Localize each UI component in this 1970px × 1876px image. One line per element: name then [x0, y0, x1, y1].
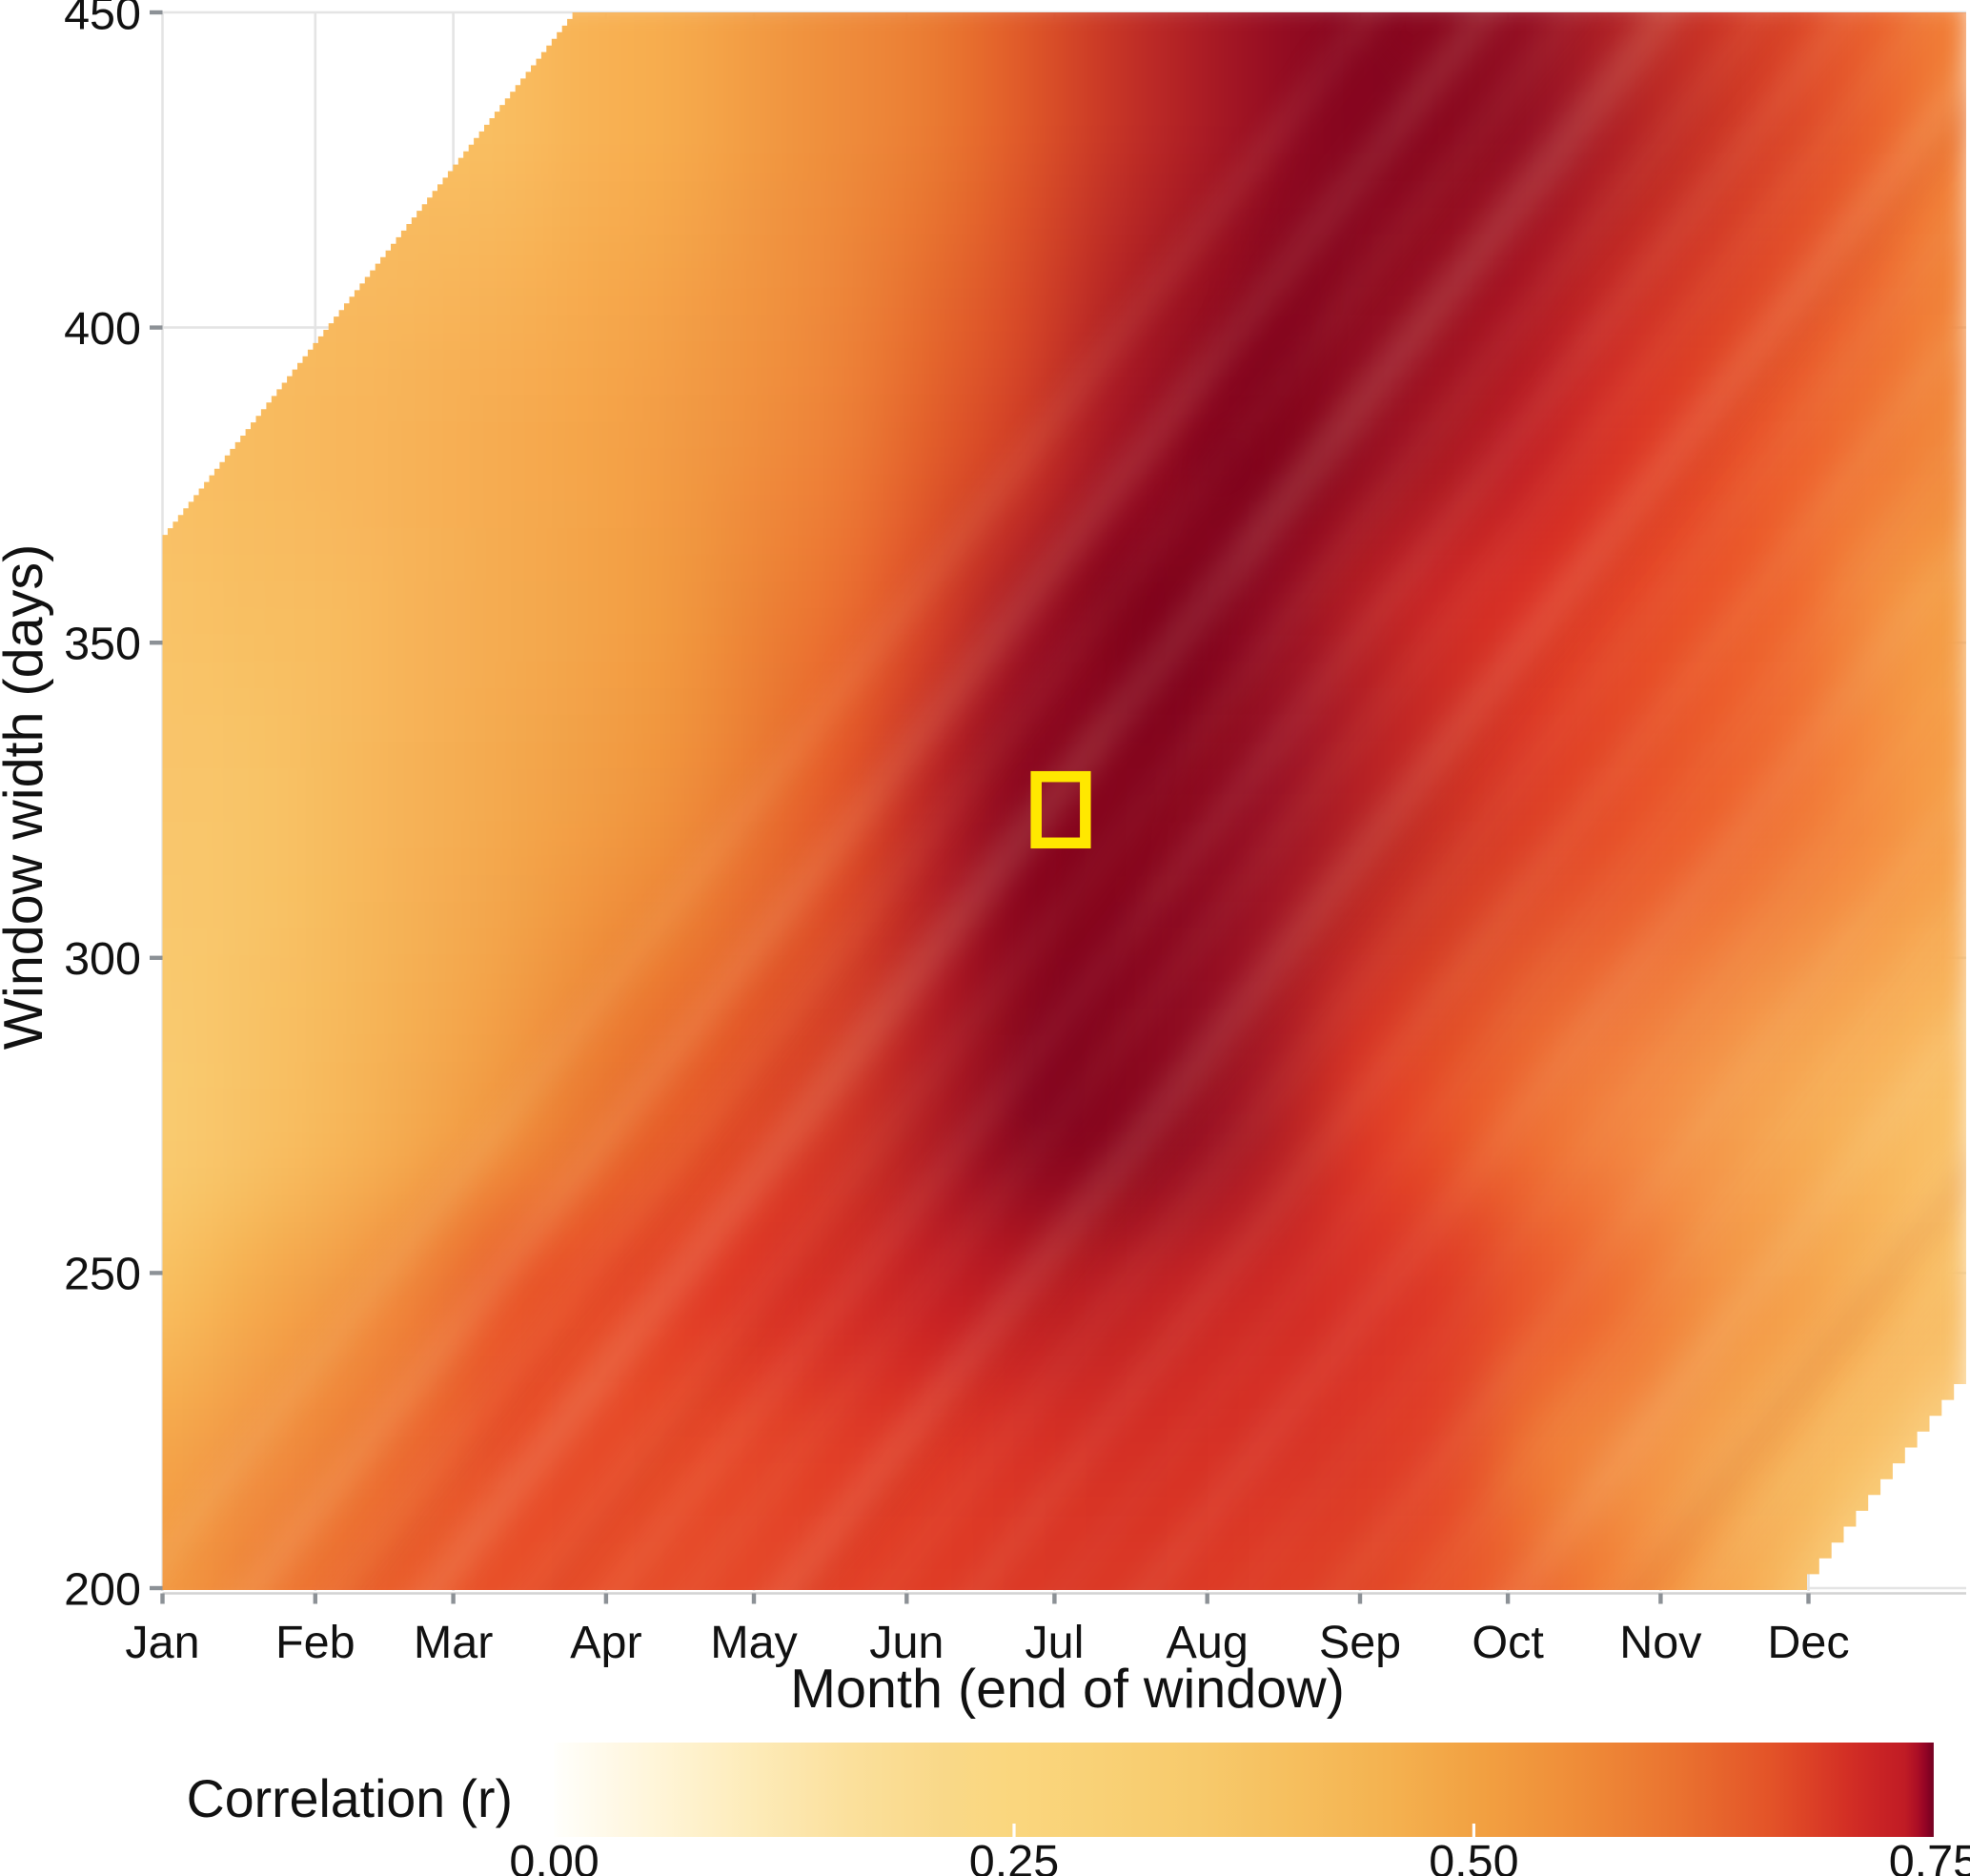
svg-text:Jun: Jun [869, 1617, 944, 1668]
svg-text:Dec: Dec [1767, 1617, 1849, 1668]
svg-text:300: 300 [64, 933, 141, 985]
svg-text:Mar: Mar [414, 1617, 494, 1668]
svg-text:0.75: 0.75 [1889, 1836, 1970, 1876]
svg-text:0.25: 0.25 [969, 1836, 1059, 1876]
svg-text:Feb: Feb [275, 1617, 355, 1668]
svg-text:200: 200 [64, 1563, 141, 1615]
svg-text:May: May [710, 1617, 798, 1668]
svg-text:0.00: 0.00 [509, 1836, 599, 1876]
svg-text:Apr: Apr [570, 1617, 641, 1668]
svg-text:350: 350 [64, 619, 141, 670]
svg-text:Oct: Oct [1472, 1617, 1544, 1668]
svg-text:0.50: 0.50 [1429, 1836, 1518, 1876]
svg-text:Nov: Nov [1619, 1617, 1702, 1668]
svg-text:Jul: Jul [1025, 1617, 1084, 1668]
svg-text:400: 400 [64, 303, 141, 355]
svg-text:250: 250 [64, 1249, 141, 1300]
svg-text:Jan: Jan [125, 1617, 199, 1668]
svg-text:Aug: Aug [1167, 1617, 1249, 1668]
svg-text:Correlation (r): Correlation (r) [187, 1769, 513, 1828]
svg-text:Window width (days): Window width (days) [0, 544, 54, 1050]
svg-text:Month (end of window): Month (end of window) [790, 1659, 1345, 1720]
svg-text:Sep: Sep [1319, 1617, 1401, 1668]
svg-text:450: 450 [64, 0, 141, 39]
